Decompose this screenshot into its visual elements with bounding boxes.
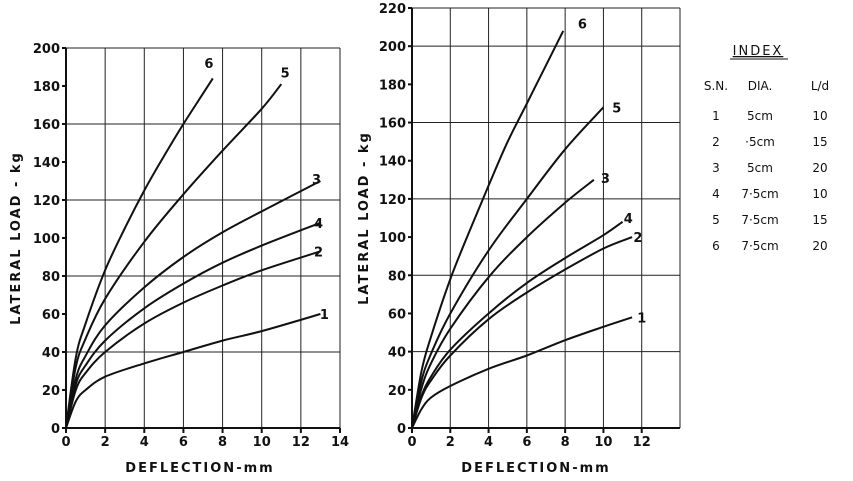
y-axis-label: LATERAL LOAD - kg: [9, 151, 24, 325]
x-tick-label: 14: [331, 435, 349, 450]
x-tick-label: 10: [594, 435, 612, 450]
series-line-4: [411, 220, 624, 429]
series-label-4: 4: [624, 212, 633, 227]
x-axis-label: DEFLECTION-mm: [461, 461, 610, 476]
series-label-1: 1: [320, 308, 329, 323]
index-cell: 7·5cm: [741, 239, 778, 253]
index-cell: 3: [712, 161, 720, 175]
series-label-6: 6: [578, 17, 587, 32]
index-title: INDEX: [733, 44, 784, 59]
y-tick-label: 140: [33, 156, 60, 171]
x-tick-label: 2: [101, 435, 110, 450]
series-label-5: 5: [281, 67, 290, 82]
y-tick-label: 0: [51, 422, 60, 437]
series-label-4: 4: [314, 217, 323, 232]
index-cell: 10: [812, 109, 827, 123]
index-cell: 10: [812, 187, 827, 201]
y-tick-label: 140: [379, 155, 406, 170]
y-tick-label: 220: [379, 2, 406, 17]
y-tick-label: 100: [379, 231, 406, 246]
series-line-4: [65, 221, 321, 429]
x-tick-label: 4: [484, 435, 493, 450]
index-cell: 5: [712, 213, 720, 227]
index-header-2: L/d: [811, 79, 829, 93]
x-tick-label: 12: [292, 435, 310, 450]
series-label-6: 6: [204, 57, 213, 72]
index-cell: 15: [812, 213, 827, 227]
y-tick-label: 20: [42, 384, 60, 399]
y-tick-label: 40: [388, 346, 406, 361]
series-label-1: 1: [637, 311, 646, 326]
series-line-3: [65, 180, 321, 429]
y-tick-label: 160: [33, 118, 60, 133]
index-cell: 7·5cm: [741, 213, 778, 227]
x-tick-label: 12: [633, 435, 651, 450]
series-line-3: [411, 179, 595, 429]
chart-right: 0 2 4 6 8 10 12020406080100120140160180200220D…: [357, 2, 681, 476]
series-label-5: 5: [612, 101, 621, 116]
series-label-3: 3: [312, 173, 321, 188]
chart-left: 0 2 4 6 8 10 12 14020406080100120140160180200DE…: [9, 42, 349, 476]
index-cell: 5cm: [747, 161, 773, 175]
x-tick-label: 4: [140, 435, 149, 450]
y-tick-label: 120: [33, 194, 60, 209]
series-line-1: [65, 313, 321, 429]
x-tick-label: 2: [446, 435, 455, 450]
series-label-2: 2: [314, 245, 323, 260]
index-header-1: DIA.: [748, 79, 773, 93]
series-line-6: [65, 77, 214, 429]
y-tick-label: 40: [42, 346, 60, 361]
index-cell: 5cm: [747, 109, 773, 123]
y-tick-label: 60: [388, 307, 406, 322]
series-line-1: [411, 316, 633, 429]
y-tick-label: 80: [388, 269, 406, 284]
y-tick-label: 0: [397, 422, 406, 437]
series-label-3: 3: [601, 172, 610, 187]
index-table: INDEX S.N. DIA. L/d 1 5cm 10 2 ·5cm 15 3 5cm 20 4 7·5c…: [704, 44, 829, 253]
x-tick-label: 0: [61, 435, 70, 450]
series-line-2: [65, 250, 321, 429]
series-line-2: [411, 236, 633, 429]
index-cell: 1: [712, 109, 720, 123]
y-tick-label: 200: [33, 42, 60, 57]
series-line-5: [411, 106, 605, 429]
index-cell: 4: [712, 187, 720, 201]
index-cell: 6: [712, 239, 720, 253]
index-cell: 7·5cm: [741, 187, 778, 201]
x-tick-label: 0: [407, 435, 416, 450]
y-tick-label: 180: [379, 78, 406, 93]
y-axis-label: LATERAL LOAD - kg: [357, 131, 372, 305]
x-tick-label: 10: [253, 435, 271, 450]
y-tick-label: 80: [42, 270, 60, 285]
series-label-2: 2: [633, 231, 642, 246]
series-line-5: [65, 83, 283, 429]
y-tick-label: 180: [33, 80, 60, 95]
y-tick-label: 60: [42, 308, 60, 323]
x-tick-label: 8: [218, 435, 227, 450]
x-tick-label: 6: [522, 435, 531, 450]
y-tick-label: 20: [388, 384, 406, 399]
x-axis-label: DEFLECTION-mm: [125, 461, 274, 476]
index-cell: 2: [712, 135, 720, 149]
y-tick-label: 100: [33, 232, 60, 247]
index-header-0: S.N.: [704, 79, 728, 93]
y-tick-label: 160: [379, 117, 406, 132]
x-tick-label: 8: [561, 435, 570, 450]
y-tick-label: 120: [379, 193, 406, 208]
index-cell: 20: [812, 161, 827, 175]
index-cell: 20: [812, 239, 827, 253]
series-line-6: [411, 30, 565, 429]
y-tick-label: 200: [379, 40, 406, 55]
index-cell: 15: [812, 135, 827, 149]
x-tick-label: 6: [179, 435, 188, 450]
index-cell: ·5cm: [745, 135, 775, 149]
